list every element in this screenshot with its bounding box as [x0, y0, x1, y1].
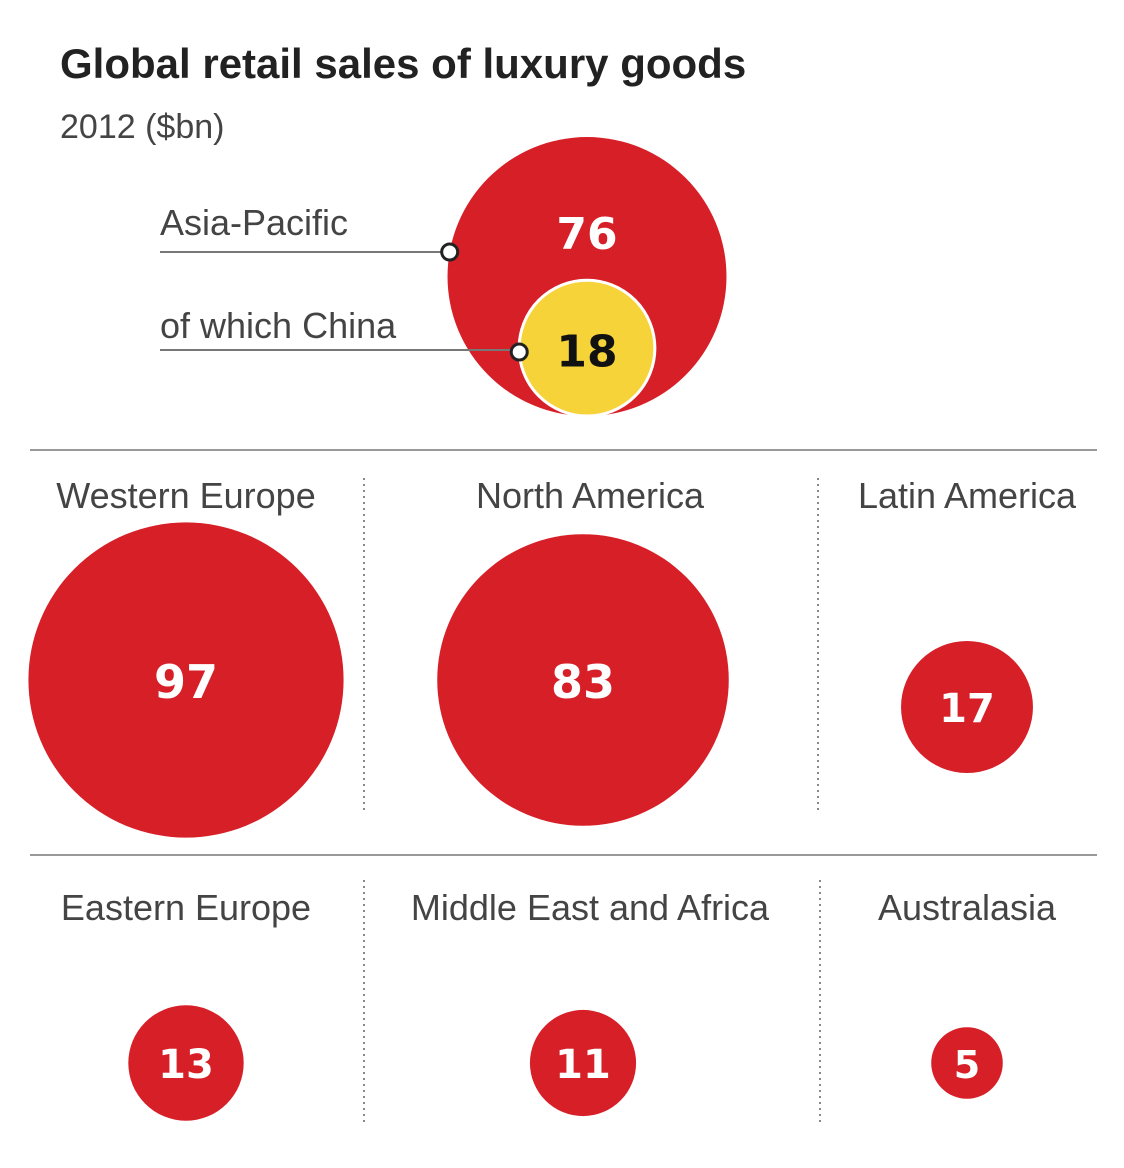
value-western-europe: 97	[154, 655, 218, 709]
label-latin-america: Latin America	[858, 475, 1077, 516]
bubble-middle-east-and-africa	[529, 1009, 637, 1117]
bubble-north-america	[437, 534, 729, 826]
value-north-america: 83	[551, 655, 615, 709]
bubble-eastern-europe	[128, 1005, 244, 1121]
value-middle-east-and-africa: 11	[555, 1042, 611, 1088]
chart-subtitle: 2012 ($bn)	[60, 108, 224, 146]
label-western-europe: Western Europe	[56, 475, 315, 516]
bubble-australasia	[931, 1027, 1003, 1099]
label-china: of which China	[160, 305, 397, 346]
label-middle-east-and-africa: Middle East and Africa	[411, 887, 770, 928]
leader-dot-china	[509, 342, 529, 362]
chart-title: Global retail sales of luxury goods	[60, 40, 746, 87]
leader-dot-asia-pacific	[440, 242, 460, 262]
label-eastern-europe: Eastern Europe	[61, 887, 311, 928]
value-asia-pacific: 76	[556, 209, 617, 260]
label-north-america: North America	[476, 475, 705, 516]
bubble-latin-america	[901, 641, 1033, 773]
featured-asia-pacific: 76 18	[160, 137, 727, 418]
value-eastern-europe: 13	[158, 1042, 214, 1088]
bubble-western-europe	[28, 522, 344, 838]
value-latin-america: 17	[939, 686, 995, 732]
label-australasia: Australasia	[878, 887, 1057, 928]
value-china: 18	[556, 327, 617, 378]
value-australasia: 5	[954, 1043, 980, 1087]
label-asia-pacific: Asia-Pacific	[160, 202, 348, 243]
